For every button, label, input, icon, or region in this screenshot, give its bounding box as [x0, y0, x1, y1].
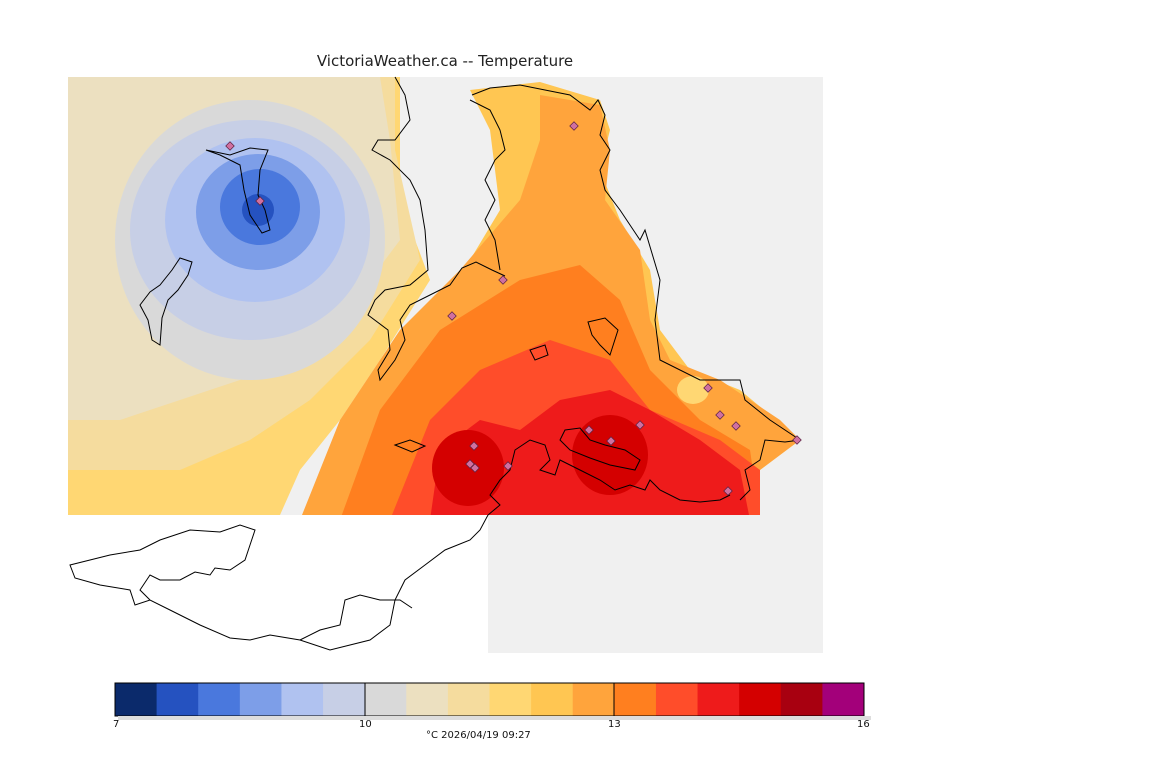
- coast-south-2: [299, 594, 413, 641]
- station-marker: [606, 436, 616, 446]
- coast-saanich-west: [367, 76, 506, 382]
- station-marker: [792, 435, 802, 445]
- coast-south-east: [487, 439, 731, 516]
- colorbar-label-7: 7: [113, 719, 119, 730]
- coast-saanich-east: [471, 84, 802, 501]
- coast-island-small-2: [587, 317, 619, 356]
- colorbar-swatch: [323, 683, 366, 716]
- station-marker: [635, 420, 645, 430]
- station-marker: [447, 311, 457, 321]
- station-markers: [225, 121, 802, 496]
- coast-island-west: [139, 257, 193, 346]
- colorbar-label-16: 16: [857, 719, 870, 730]
- temperature-field: [68, 77, 800, 515]
- colorbar-label-13: 13: [608, 719, 621, 730]
- colorbar: [114, 682, 865, 717]
- colorbar-swatch: [198, 683, 241, 716]
- coast-inner-harbour: [559, 427, 641, 471]
- coast-island-small-3: [529, 344, 549, 361]
- colorbar-unit-timestamp: °C 2026/04/19 09:27: [426, 730, 531, 741]
- colorbar-swatch: [572, 683, 615, 716]
- station-marker: [703, 383, 713, 393]
- contour-7-5: [242, 194, 274, 226]
- station-marker: [255, 196, 265, 206]
- colorbar-swatch: [697, 683, 740, 716]
- colorbar-label-10: 10: [359, 719, 372, 730]
- contour-14-5-a: [432, 430, 504, 506]
- coast-salt-spring: [205, 147, 271, 234]
- colorbar-swatch: [822, 683, 865, 716]
- colorbar-shadow: [118, 716, 871, 720]
- station-marker: [723, 486, 733, 496]
- colorbar-swatch: [531, 683, 574, 716]
- colorbar-swatch: [447, 683, 490, 716]
- station-marker: [503, 461, 513, 471]
- coastlines: [69, 76, 802, 651]
- colorbar-swatch: [156, 683, 199, 716]
- colorbar-swatch: [655, 683, 699, 716]
- colorbar-swatch: [614, 683, 657, 716]
- station-marker: [498, 275, 508, 285]
- station-marker: [569, 121, 579, 131]
- coast-south-west: [69, 514, 489, 651]
- colorbar-swatch: [780, 683, 823, 716]
- warm-spot: [677, 376, 709, 404]
- coast-island-small-1: [393, 439, 427, 453]
- unmapped-land-edge: [68, 515, 488, 652]
- colorbar-swatch: [115, 683, 158, 716]
- colorbar-swatch: [281, 683, 324, 716]
- station-marker: [470, 463, 480, 473]
- colorbar-swatch: [239, 683, 282, 716]
- station-marker: [469, 441, 479, 451]
- station-marker: [465, 459, 475, 469]
- coast-inlet: [469, 99, 506, 271]
- station-marker: [584, 425, 594, 435]
- colorbar-swatch: [489, 683, 532, 716]
- station-marker: [731, 421, 741, 431]
- map-title: VictoriaWeather.ca -- Temperature: [316, 52, 574, 70]
- colorbar-swatch: [406, 683, 449, 716]
- colorbar-swatch: [739, 683, 782, 716]
- station-marker: [715, 410, 725, 420]
- colorbar-swatch: [364, 683, 407, 716]
- station-marker: [225, 141, 235, 151]
